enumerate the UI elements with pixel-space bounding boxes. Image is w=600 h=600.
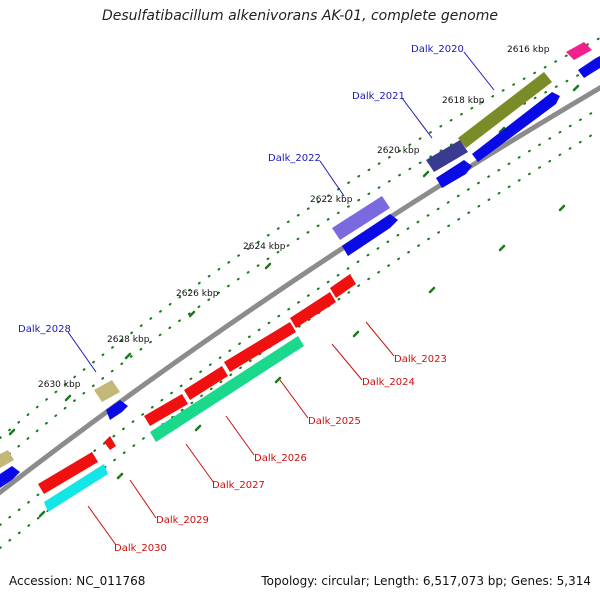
bottom-gene-labels: Dalk_2023 Dalk_2024 Dalk_2025 Dalk_2026 … <box>87 321 447 554</box>
leader-2021 <box>401 97 433 139</box>
red-cds-2030 <box>38 452 98 494</box>
kbp-label-2630: 2630 kbp <box>38 380 81 390</box>
reverse-teal-genes <box>44 336 304 512</box>
red-cds-2026 <box>184 366 228 400</box>
kbp-label-2626: 2626 kbp <box>176 289 219 299</box>
red-cds-2029 <box>104 436 116 450</box>
red-cds-2025 <box>224 322 296 372</box>
blue-cds-1 <box>578 56 600 78</box>
leader-2029 <box>129 479 157 519</box>
kbp-label-2620: 2620 kbp <box>377 146 420 156</box>
leader-2024 <box>331 343 363 381</box>
khaki-gene-bar <box>94 380 120 402</box>
blue-cds-3 <box>436 160 472 188</box>
gene-label-2026: Dalk_2026 <box>254 453 307 464</box>
outer-track-2 <box>0 37 600 439</box>
gene-label-2029: Dalk_2029 <box>156 515 209 526</box>
gene-label-2024: Dalk_2024 <box>362 377 415 388</box>
red-cds-2023 <box>330 274 356 298</box>
reverse-genes <box>38 274 356 494</box>
gene-label-2028: Dalk_2028 <box>18 324 71 335</box>
gene-label-2030: Dalk_2030 <box>114 543 167 554</box>
kbp-label-2628: 2628 kbp <box>107 335 150 345</box>
leader-2027 <box>185 443 215 484</box>
khaki-gene-bar-left <box>0 450 14 468</box>
red-cds-2027 <box>144 394 188 426</box>
gene-label-2027: Dalk_2027 <box>212 480 265 491</box>
page-title: Desulfatibacillum alkenivorans AK-01, co… <box>101 8 499 24</box>
gene-label-2020: Dalk_2020 <box>411 44 464 55</box>
blue-cds-2 <box>472 92 560 162</box>
genome-backbone <box>0 85 600 496</box>
forward-genes <box>0 42 592 468</box>
blue-cds-5 <box>106 400 128 420</box>
accession-text: Accession: NC_011768 <box>9 574 146 588</box>
gene-label-2023: Dalk_2023 <box>394 354 447 365</box>
major-ticks <box>8 84 580 518</box>
magenta-gene-bar <box>566 42 592 60</box>
kbp-label-2616: 2616 kbp <box>507 45 550 55</box>
kbp-label-2618: 2618 kbp <box>442 96 485 106</box>
leader-2020 <box>463 51 495 91</box>
blue-cds-4 <box>342 214 398 256</box>
blue-cds-6 <box>0 466 20 488</box>
dotted-tracks <box>0 37 600 549</box>
outer-track-1 <box>0 63 600 463</box>
green-cds-2025 <box>150 336 304 442</box>
red-cds-2024 <box>290 292 336 328</box>
cyan-cds-2030 <box>44 464 108 512</box>
inner-track-1 <box>0 107 600 526</box>
forward-cds <box>0 56 600 488</box>
gene-label-2021: Dalk_2021 <box>352 91 405 102</box>
leader-2025 <box>279 379 309 419</box>
kbp-label-2624: 2624 kbp <box>243 242 286 252</box>
kbp-labels: 2616 kbp 2618 kbp 2620 kbp 2622 kbp 2624… <box>38 45 550 390</box>
top-gene-labels: Dalk_2020 Dalk_2021 Dalk_2022 Dalk_2028 <box>18 44 495 373</box>
navy-gene-bar <box>426 140 468 172</box>
gene-label-2025: Dalk_2025 <box>308 416 361 427</box>
leader-2030 <box>87 505 117 546</box>
leader-2028 <box>67 331 97 373</box>
kbp-label-2622: 2622 kbp <box>310 195 353 205</box>
olive-gene-bar <box>458 72 552 148</box>
leader-2022 <box>319 160 345 197</box>
genome-summary-text: Topology: circular; Length: 6,517,073 bp… <box>261 574 591 588</box>
leader-2026 <box>225 415 255 456</box>
purple-gene-bar <box>332 196 390 240</box>
leader-2023 <box>365 321 395 357</box>
gene-label-2022: Dalk_2022 <box>268 153 321 164</box>
